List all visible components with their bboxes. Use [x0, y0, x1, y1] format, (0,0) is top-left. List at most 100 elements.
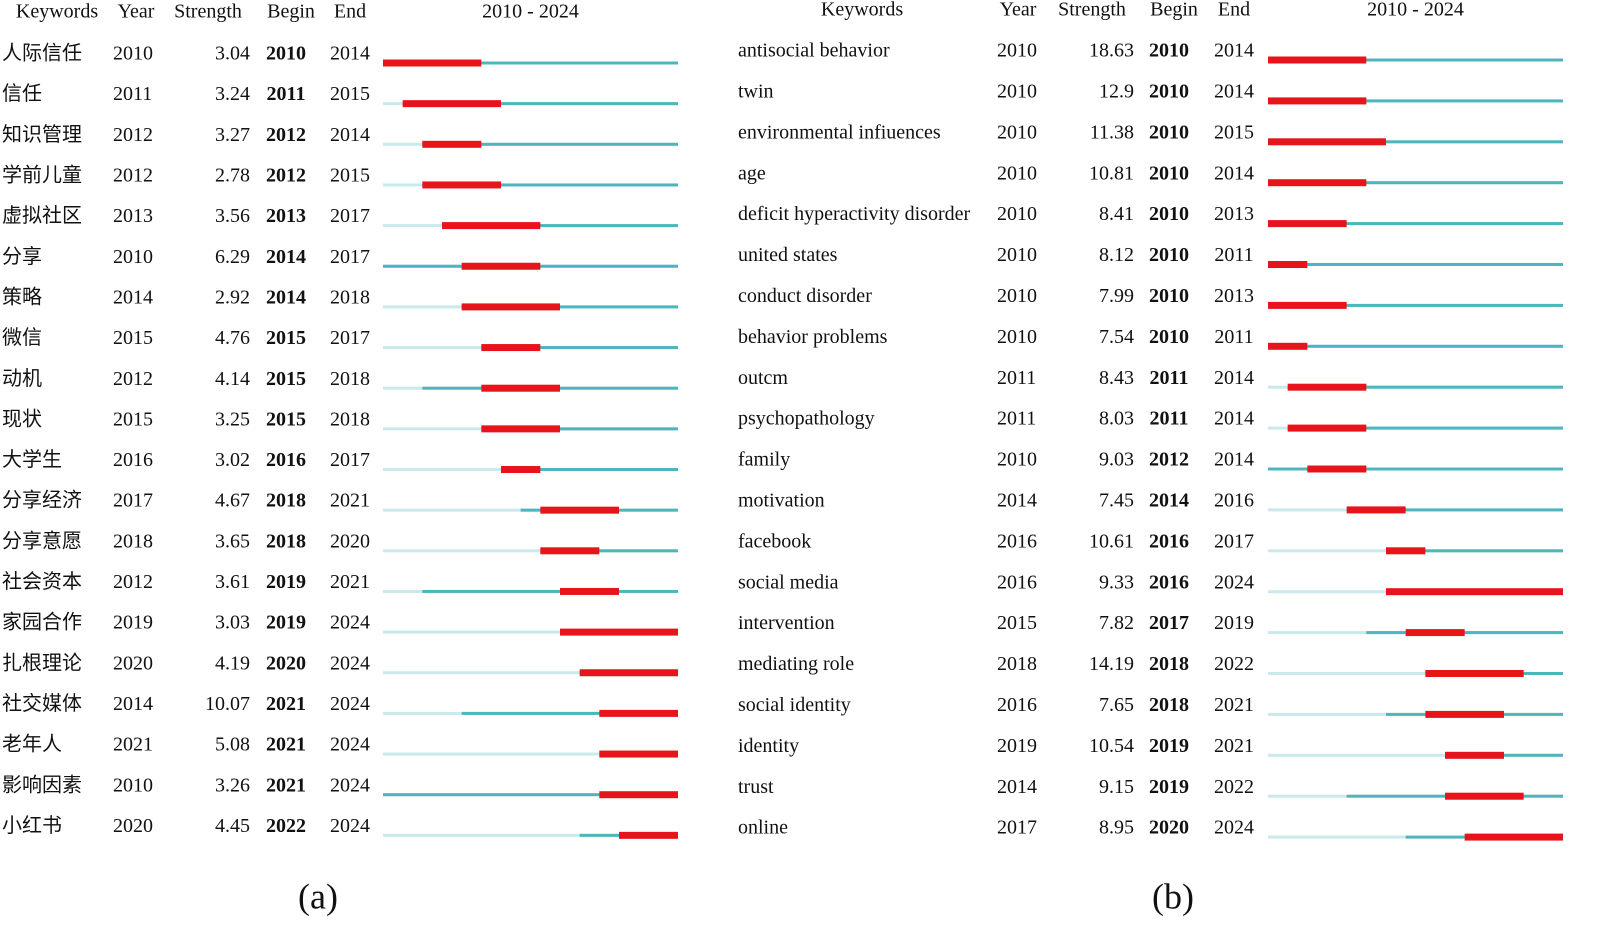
keyword: 影响因素 — [2, 773, 82, 796]
year: 2018 — [997, 653, 1037, 675]
strength: 14.19 — [1089, 653, 1134, 675]
year: 2010 — [997, 162, 1037, 184]
burst — [1268, 342, 1308, 350]
burst — [1425, 670, 1524, 677]
begin: 2010 — [1149, 162, 1189, 184]
strength: 8.43 — [1099, 367, 1134, 389]
year: 2010 — [997, 203, 1037, 225]
begin: 2010 — [1149, 80, 1189, 102]
burst — [1268, 261, 1308, 268]
strength: 4.45 — [215, 815, 250, 837]
header: 2010 - 2024 — [1367, 0, 1464, 21]
strength: 3.03 — [215, 612, 250, 634]
keyword: mediating role — [738, 653, 854, 675]
year: 2010 — [113, 43, 153, 65]
year: 2017 — [997, 817, 1037, 839]
keyword: 分享经济 — [2, 489, 82, 512]
header: Strength — [174, 1, 242, 23]
keyword: identity — [738, 735, 799, 757]
strength: 7.65 — [1099, 694, 1134, 716]
year: 2012 — [113, 124, 153, 146]
burst — [461, 262, 541, 270]
end: 2013 — [1214, 285, 1254, 307]
strength: 3.02 — [215, 449, 250, 471]
burst — [1346, 506, 1406, 514]
year: 2019 — [113, 612, 153, 634]
end: 2021 — [330, 571, 370, 593]
timeline-before — [383, 833, 678, 837]
strength: 3.24 — [215, 83, 250, 105]
begin: 2012 — [1149, 449, 1189, 471]
burst — [1268, 138, 1386, 146]
end: 2017 — [330, 246, 370, 268]
year: 2010 — [997, 449, 1037, 471]
strength: 10.81 — [1089, 162, 1134, 184]
keyword: social media — [738, 571, 839, 593]
begin: 2019 — [266, 571, 306, 593]
timeline-active — [501, 468, 678, 471]
timeline-before — [383, 630, 678, 634]
keyword: family — [738, 449, 790, 471]
end: 2013 — [1214, 203, 1254, 225]
begin: 2015 — [266, 408, 306, 430]
year: 2020 — [113, 652, 153, 674]
year: 2012 — [113, 571, 153, 593]
year: 2016 — [113, 449, 153, 471]
keyword: 扎根理论 — [2, 651, 82, 674]
burst — [1445, 792, 1524, 800]
year: 2016 — [997, 530, 1037, 552]
burst — [481, 384, 560, 392]
begin: 2011 — [1150, 408, 1189, 430]
end: 2022 — [1214, 653, 1254, 675]
strength: 11.38 — [1090, 121, 1134, 143]
strength: 3.56 — [215, 205, 250, 227]
end: 2014 — [330, 43, 370, 65]
burst — [422, 181, 501, 189]
keyword: conduct disorder — [738, 285, 872, 307]
begin: 2010 — [1149, 121, 1189, 143]
begin: 2018 — [266, 530, 306, 552]
end: 2017 — [330, 327, 370, 349]
year: 2015 — [113, 408, 153, 430]
keyword: united states — [738, 244, 838, 266]
end: 2021 — [1214, 735, 1254, 757]
keyword: 社交媒体 — [2, 692, 82, 715]
keyword: antisocial behavior — [738, 40, 890, 62]
timeline-active — [461, 711, 678, 715]
begin: 2015 — [266, 327, 306, 349]
begin: 2017 — [1149, 612, 1189, 634]
year: 2010 — [997, 121, 1037, 143]
keyword: deficit hyperactivity disorder — [738, 203, 970, 225]
burst — [481, 425, 560, 433]
strength: 7.82 — [1099, 612, 1134, 634]
timeline-active — [1268, 344, 1563, 348]
header: End — [334, 1, 366, 23]
end: 2014 — [1214, 408, 1254, 430]
begin: 2010 — [1149, 40, 1189, 62]
keyword: trust — [738, 776, 774, 798]
header: Keywords — [821, 0, 903, 21]
end: 2014 — [1214, 162, 1254, 184]
timeline-active — [461, 305, 678, 309]
burst — [1386, 588, 1563, 596]
year: 2015 — [113, 327, 153, 349]
burst — [402, 100, 501, 108]
burst — [1268, 220, 1347, 228]
begin: 2013 — [266, 205, 306, 227]
strength: 3.04 — [215, 43, 250, 65]
keyword: online — [738, 817, 788, 839]
keyword: psychopathology — [738, 408, 875, 430]
strength: 9.15 — [1099, 776, 1134, 798]
year: 2013 — [113, 205, 153, 227]
timeline-active — [1268, 263, 1563, 266]
timeline-before — [383, 752, 678, 756]
keyword: 现状 — [2, 407, 42, 430]
burst — [560, 587, 619, 595]
timeline-active — [402, 102, 678, 106]
header: End — [1218, 0, 1250, 21]
timeline-active — [442, 224, 678, 228]
begin: 2018 — [1149, 694, 1189, 716]
timeline-before — [383, 549, 678, 553]
end: 2016 — [1214, 489, 1254, 511]
keyword: age — [738, 162, 766, 184]
